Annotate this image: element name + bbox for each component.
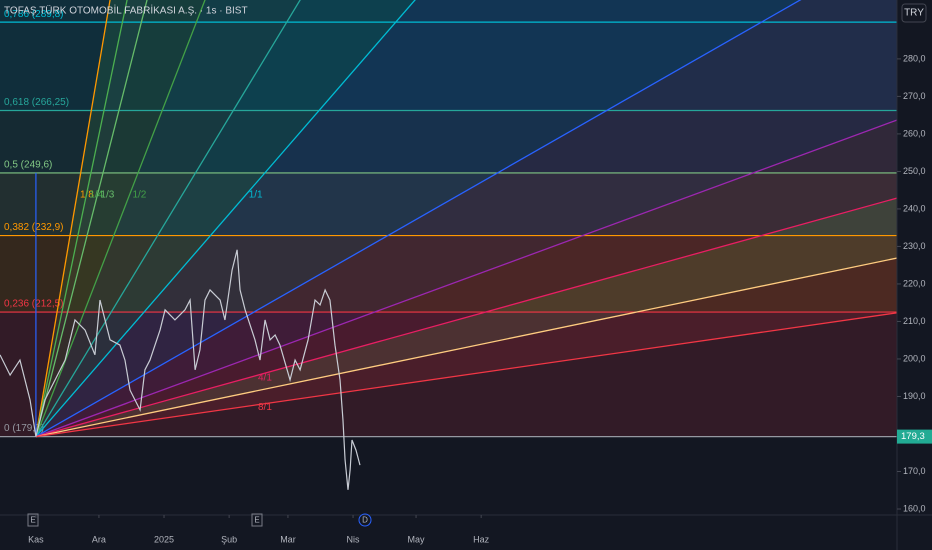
x-tick-label: May — [408, 534, 426, 544]
price-badge-label: 179,3 — [901, 431, 925, 442]
y-tick-label: 270,0 — [903, 91, 926, 101]
plot-area: 0 (179,3) 0,236 (212,5) 0,382 (232,9) 0,5 (… — [0, 0, 897, 490]
price-line — [0, 249, 361, 490]
fib-label: 0,382 (232,9) — [4, 222, 64, 233]
y-tick-label: 260,0 — [903, 128, 926, 138]
fan-line — [35, 257, 897, 438]
fan-label: 1/3 — [100, 190, 114, 201]
x-tick-label: Mar — [280, 534, 296, 544]
x-tick-label: Haz — [473, 534, 490, 544]
y-tick-label: 210,0 — [903, 316, 926, 326]
fib-label: 0,5 (249,6) — [4, 160, 52, 171]
event-marker — [358, 513, 372, 527]
fib-band — [0, 0, 897, 23]
event-marker — [251, 513, 263, 527]
fan-line — [35, 197, 897, 438]
y-tick-label: 250,0 — [903, 166, 926, 176]
x-tick-label: Şub — [221, 534, 237, 544]
event-marker — [27, 513, 39, 527]
fan-label: 4/1 — [258, 373, 272, 384]
fib-band — [0, 22, 897, 111]
event-marker-label: E — [254, 516, 259, 525]
fib-label: 0,618 (266,25) — [4, 97, 69, 108]
y-tick-label: 280,0 — [903, 53, 926, 63]
event-marker-label: D — [362, 516, 368, 525]
fan-line — [35, 0, 802, 438]
x-tick-label: 2025 — [154, 534, 174, 544]
x-tick-label: Nis — [347, 534, 360, 544]
currency[interactable]: TRY — [904, 8, 924, 19]
fib-band — [0, 172, 897, 236]
fan-label: 1/2 — [132, 190, 146, 201]
event-marker-label: E — [30, 516, 35, 525]
y-tick-label: 170,0 — [903, 466, 926, 476]
y-tick-label: 160,0 — [903, 503, 926, 513]
fan-line — [35, 312, 897, 438]
y-tick-label: 200,0 — [903, 353, 926, 363]
y-tick-label: 190,0 — [903, 391, 926, 401]
fib-label: 0,786 (289,8) — [4, 9, 64, 20]
fan-label: 1/8 — [80, 190, 94, 201]
fan-line — [35, 119, 897, 438]
price-badge — [897, 429, 932, 444]
y-tick-label: 220,0 — [903, 278, 926, 288]
fib-label: 0 (179,3) — [4, 423, 44, 434]
fan-label: 1/1 — [249, 190, 263, 201]
fib-band — [0, 312, 897, 437]
currency-box[interactable] — [901, 3, 927, 23]
y-tick-label: 240,0 — [903, 203, 926, 213]
y-tick-label: 230,0 — [903, 241, 926, 251]
x-tick-label: Ara — [92, 534, 106, 544]
fan-label: 1/4 — [89, 190, 103, 201]
chart-title: TOFAŞ TÜRK OTOMOBİL FABRİKASI A.Ş. · 1s … — [4, 4, 248, 17]
fan-label: 8/1 — [258, 402, 272, 413]
x-tick-label: Kas — [28, 534, 44, 544]
fib-label: 0,236 (212,5) — [4, 299, 64, 310]
